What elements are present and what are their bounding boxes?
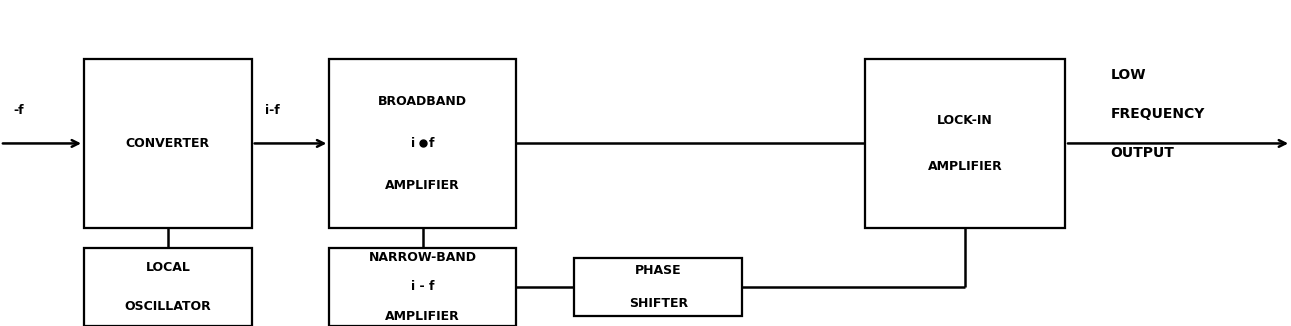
Text: AMPLIFIER: AMPLIFIER	[386, 179, 460, 192]
Bar	[865, 59, 1065, 228]
Text: NARROW-BAND: NARROW-BAND	[369, 251, 476, 264]
Text: -f: -f	[13, 104, 23, 117]
Text: PHASE: PHASE	[635, 264, 682, 277]
Bar	[84, 59, 252, 228]
Bar	[574, 258, 742, 316]
Bar	[84, 248, 252, 326]
Bar	[329, 248, 516, 326]
Text: OSCILLATOR: OSCILLATOR	[124, 300, 212, 313]
Text: AMPLIFIER: AMPLIFIER	[386, 310, 460, 323]
Text: CONVERTER: CONVERTER	[125, 137, 210, 150]
Text: BROADBAND: BROADBAND	[378, 95, 467, 108]
Text: AMPLIFIER: AMPLIFIER	[928, 160, 1002, 173]
Text: LOW: LOW	[1110, 68, 1145, 82]
Text: SHIFTER: SHIFTER	[629, 297, 688, 310]
Text: i-f: i-f	[265, 104, 279, 117]
Text: LOCAL: LOCAL	[146, 261, 190, 274]
Text: i - f: i - f	[411, 280, 435, 293]
Bar	[329, 59, 516, 228]
Text: LOCK-IN: LOCK-IN	[937, 114, 993, 127]
Text: OUTPUT: OUTPUT	[1110, 146, 1174, 160]
Text: FREQUENCY: FREQUENCY	[1110, 107, 1205, 121]
Text: i - f: i - f	[411, 137, 435, 150]
